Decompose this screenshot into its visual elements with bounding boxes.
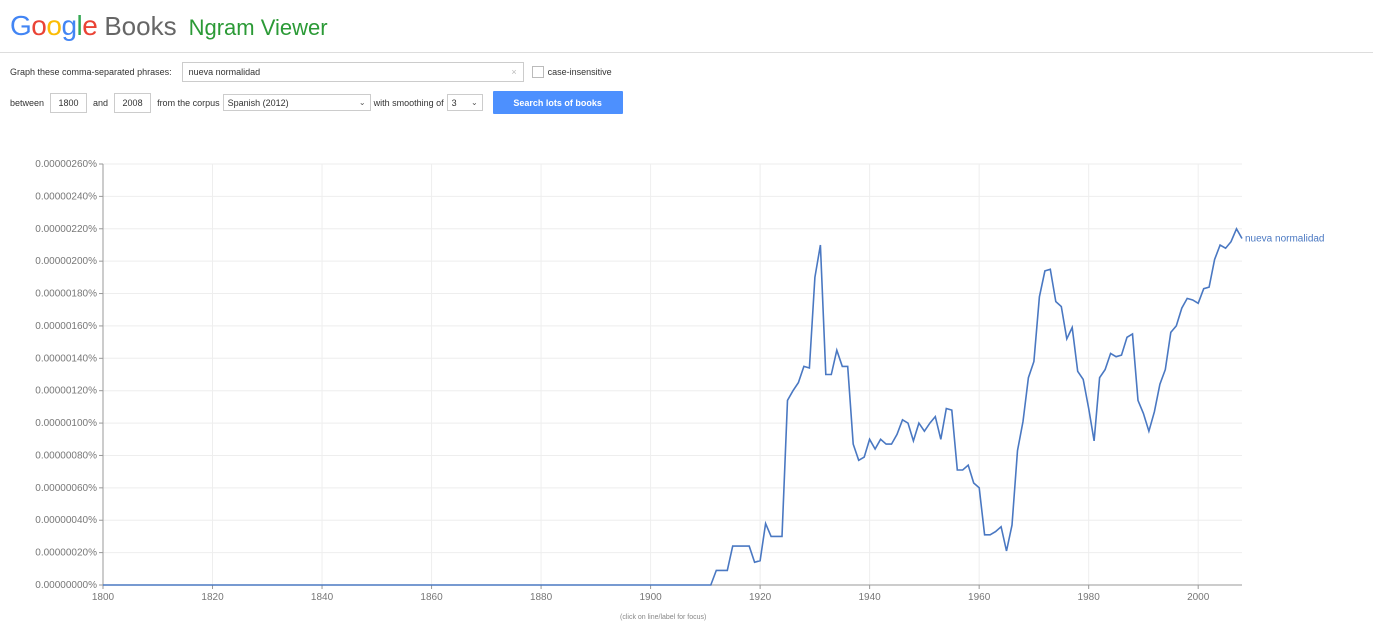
y-tick-label: 0.00000200% [35, 256, 97, 267]
corpus-label: from the corpus [157, 97, 220, 108]
chart-grid [102, 163, 1242, 586]
case-insensitive-checkbox[interactable] [531, 66, 544, 78]
y-tick-label: 0.00000160% [35, 321, 97, 332]
end-year-input[interactable]: 2008 [114, 92, 152, 113]
between-label: between [10, 97, 45, 108]
google-logo[interactable]: Google [10, 10, 98, 41]
y-tick-label: 0.00000020% [35, 548, 97, 559]
x-tick-label: 1840 [311, 592, 334, 603]
y-tick-label: 0.00000220% [35, 224, 97, 235]
smoothing-label: with smoothing of [373, 97, 444, 108]
ngram-viewer-title: Ngram Viewer [188, 15, 328, 40]
corpus-value: Spanish (2012) [227, 97, 289, 108]
x-tick-label: 1880 [530, 592, 553, 603]
y-tick-label: 0.00000080% [35, 450, 97, 461]
x-tick-label: 1920 [749, 592, 772, 603]
x-tick-label: 1820 [201, 592, 224, 603]
app-header: Google Books Ngram Viewer [10, 10, 328, 50]
chart-axes: 0.00000000% 0.00000020% 0.00000040% 0.00000… [35, 159, 1242, 603]
x-tick-label: 1900 [639, 592, 662, 603]
books-title: Books [104, 11, 177, 41]
x-tick-label: 1940 [859, 592, 882, 603]
chevron-down-icon: ⌄ [470, 98, 478, 107]
options-row: between 1800 and 2008 from the corpus Sp… [10, 91, 623, 114]
y-tick-label: 0.00000120% [35, 386, 97, 397]
y-tick-label: 0.00000180% [35, 289, 97, 300]
x-tick-label: 1800 [92, 592, 115, 603]
series-label[interactable]: nueva normalidad [1245, 233, 1325, 244]
phrases-row: Graph these comma-separated phrases: nue… [10, 62, 612, 82]
x-tick-label: 2000 [1187, 592, 1210, 603]
case-insensitive-label: case-insensitive [547, 67, 612, 77]
y-tick-label: 0.00000140% [35, 353, 97, 364]
header-divider [0, 52, 1373, 53]
chart-series[interactable]: nueva normalidad [103, 226, 1325, 586]
series-line-nueva-normalidad[interactable] [103, 226, 1243, 586]
y-tick-label: 0.00000040% [35, 515, 97, 526]
y-tick-label: 0.00000000% [35, 580, 97, 591]
y-tick-label: 0.00000100% [35, 418, 97, 429]
y-tick-label: 0.00000060% [35, 483, 97, 494]
x-tick-label: 1860 [420, 592, 443, 603]
chart-footnote: (click on line/label for focus) [620, 614, 707, 621]
y-tick-label: 0.00000260% [35, 159, 97, 170]
phrases-value: nueva normalidad [188, 67, 261, 77]
phrases-input[interactable]: nueva normalidad × [181, 62, 524, 82]
chevron-down-icon: ⌄ [358, 98, 366, 107]
smoothing-select[interactable]: 3 ⌄ [446, 94, 483, 111]
and-label: and [93, 97, 109, 108]
phrases-label: Graph these comma-separated phrases: [10, 67, 172, 77]
search-button[interactable]: Search lots of books [492, 91, 623, 114]
x-tick-label: 1980 [1078, 592, 1101, 603]
clear-icon[interactable]: × [511, 67, 517, 77]
smoothing-value: 3 [451, 97, 457, 108]
x-tick-label: 1960 [968, 592, 991, 603]
start-year-input[interactable]: 1800 [50, 92, 88, 113]
corpus-select[interactable]: Spanish (2012) ⌄ [222, 94, 371, 111]
ngram-chart[interactable]: 0.00000000% 0.00000020% 0.00000040% 0.00000… [0, 140, 1373, 614]
y-tick-label: 0.00000240% [35, 191, 97, 202]
